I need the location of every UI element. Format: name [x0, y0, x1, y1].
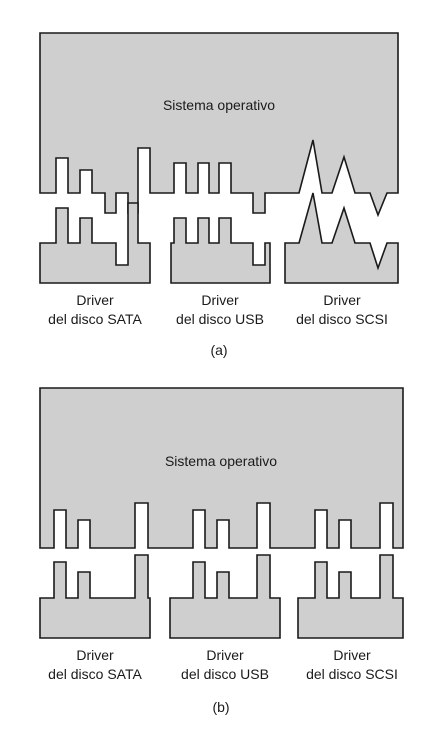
sata-driver-block-a: [39, 202, 151, 284]
sata-driver-label-b-line1: Driver: [76, 647, 114, 663]
caption-a: (a): [210, 342, 227, 358]
sata-driver-label-b-line2: del disco SATA: [48, 666, 142, 682]
caption-b: (b): [212, 699, 229, 715]
usb-driver-label-a-line1: Driver: [201, 292, 239, 308]
sata-driver-label-a-line1: Driver: [76, 292, 114, 308]
scsi-driver-block-a: [284, 192, 399, 284]
sata-driver-label-a-line2: del disco SATA: [48, 311, 142, 327]
os-label-a: Sistema operativo: [163, 97, 275, 113]
sata-driver-block-b: [39, 554, 151, 639]
figure-a: Sistema operativo Driver del disco SATA …: [39, 32, 399, 358]
os-block-b: [39, 387, 404, 549]
usb-driver-label-a-line2: del disco USB: [176, 311, 264, 327]
os-block-a: [39, 32, 399, 218]
scsi-driver-label-a-line2: del disco SCSI: [296, 311, 388, 327]
scsi-driver-label-b-line1: Driver: [333, 647, 371, 663]
figure-b: Sistema operativo Driver del disco SATA …: [39, 387, 404, 715]
scsi-driver-label-a-line1: Driver: [323, 292, 361, 308]
os-label-b: Sistema operativo: [165, 453, 277, 469]
usb-driver-block-b: [169, 554, 281, 639]
usb-driver-label-b-line1: Driver: [206, 647, 244, 663]
usb-driver-block-a: [170, 217, 271, 284]
scsi-driver-label-b-line2: del disco SCSI: [306, 666, 398, 682]
usb-driver-label-b-line2: del disco USB: [181, 666, 269, 682]
scsi-driver-block-b: [297, 554, 404, 639]
